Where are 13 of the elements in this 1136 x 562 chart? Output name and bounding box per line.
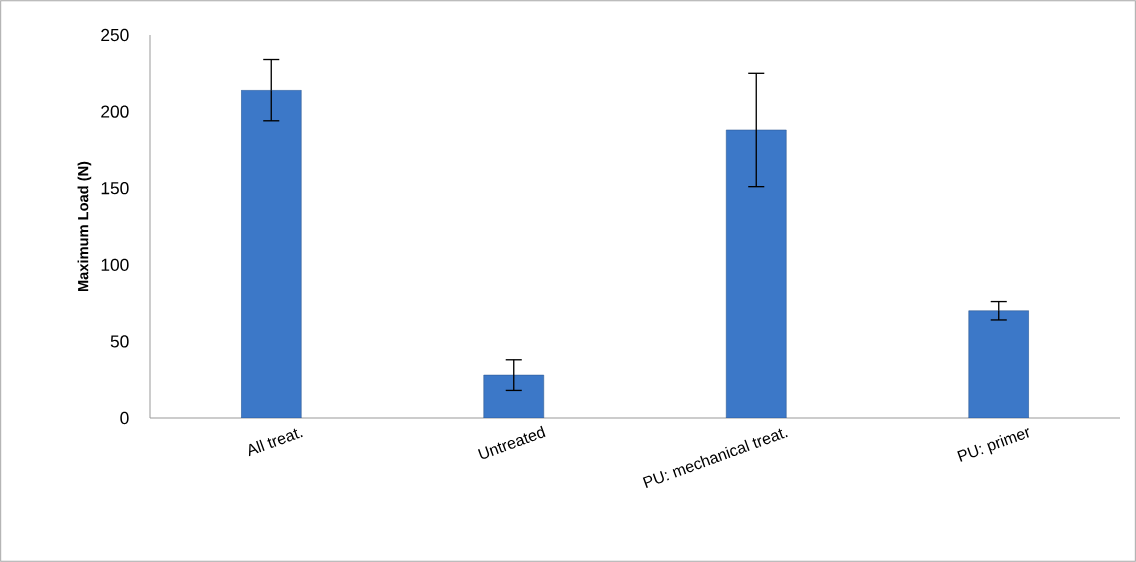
y-tick-label: 100 xyxy=(101,258,129,271)
bar xyxy=(483,374,545,418)
x-tick-label: All treat. xyxy=(248,428,303,457)
y-tick-label: 250 xyxy=(101,28,129,42)
y-axis-title: Maximum Load (N) xyxy=(77,161,92,292)
bar xyxy=(240,89,302,418)
bar xyxy=(725,129,787,418)
y-tick-label: 50 xyxy=(110,335,129,348)
y-tick-label: 150 xyxy=(101,182,129,195)
x-tick-label: PU: primer xyxy=(957,428,1029,462)
bar xyxy=(968,310,1030,418)
y-tick-label: 200 xyxy=(101,105,129,118)
y-tick-label: 0 xyxy=(120,411,129,425)
